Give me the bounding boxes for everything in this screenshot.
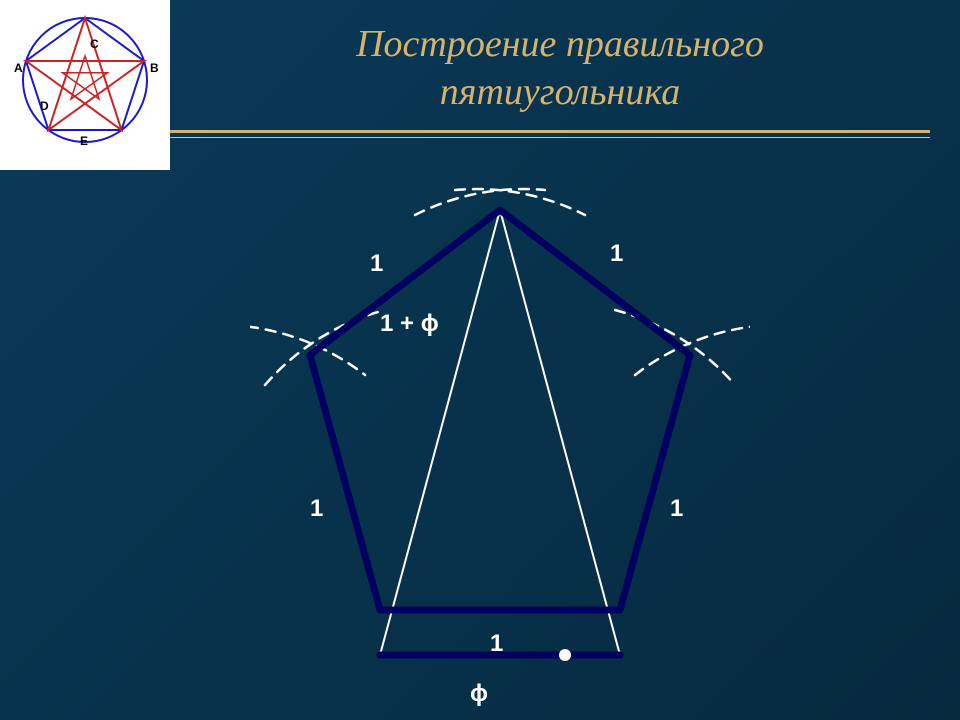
- label-phi: ϕ: [470, 680, 488, 708]
- construction-arcs: [250, 189, 750, 385]
- slide: A B C D E Построение правильного пятиуго…: [0, 0, 960, 720]
- pentagram-icon: A B C D E: [0, 0, 170, 170]
- label-base: 1: [490, 630, 503, 658]
- title-rule-thin: [170, 137, 930, 138]
- label-side-ul: 1: [370, 250, 383, 278]
- icon-label-c: C: [90, 37, 99, 51]
- diag-right: [500, 210, 620, 655]
- phi-point: [559, 649, 571, 661]
- label-diagonal: 1 + ϕ: [380, 310, 439, 338]
- arc-ul-a: [250, 325, 365, 375]
- icon-label-b: B: [150, 61, 159, 75]
- arc-ur-a: [635, 325, 750, 375]
- icon-label-d: D: [40, 99, 49, 113]
- icon-label-a: A: [14, 61, 23, 75]
- icon-label-e: E: [80, 134, 88, 148]
- label-side-ur: 1: [610, 240, 623, 268]
- pentagon: [310, 210, 690, 610]
- slide-title: Построение правильного пятиугольника: [200, 20, 920, 116]
- title-rule-thick: [170, 130, 930, 133]
- label-side-ll: 1: [310, 495, 323, 523]
- diag-left: [380, 210, 500, 655]
- arc-top-a: [415, 189, 545, 215]
- pentagon-diagram: 1 1 1 1 1 ϕ 1 + ϕ: [250, 180, 750, 705]
- label-side-lr: 1: [670, 495, 683, 523]
